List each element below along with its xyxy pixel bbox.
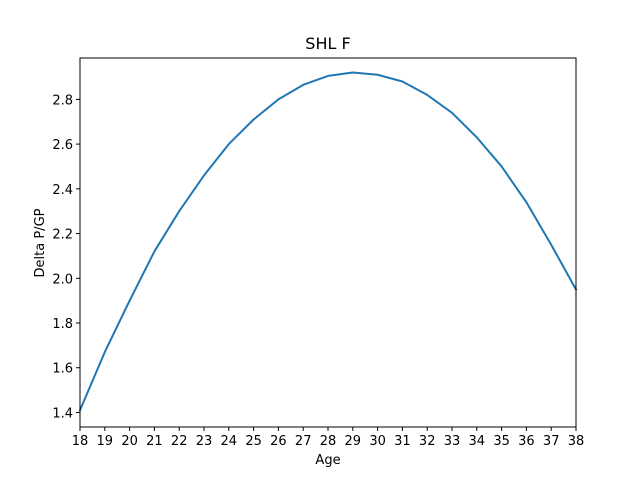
x-tick-label: 20 bbox=[121, 434, 138, 449]
y-tick-label: 2.4 bbox=[52, 183, 73, 198]
x-tick-label: 35 bbox=[493, 434, 510, 449]
x-tick-label: 25 bbox=[245, 434, 262, 449]
y-tick-label: 2.2 bbox=[52, 228, 73, 243]
x-tick-label: 34 bbox=[469, 434, 486, 449]
x-tick-label: 23 bbox=[196, 434, 213, 449]
x-tick-label: 21 bbox=[146, 434, 163, 449]
x-tick-label: 24 bbox=[221, 434, 238, 449]
x-tick-label: 38 bbox=[568, 434, 585, 449]
x-tick-label: 36 bbox=[518, 434, 535, 449]
y-tick-label: 1.6 bbox=[52, 362, 73, 377]
x-tick-label: 26 bbox=[270, 434, 287, 449]
x-tick-label: 33 bbox=[444, 434, 461, 449]
x-tick-label: 18 bbox=[72, 434, 89, 449]
x-tick-label: 28 bbox=[320, 434, 337, 449]
x-tick-label: 29 bbox=[345, 434, 362, 449]
x-axis-label: Age bbox=[315, 453, 340, 468]
y-tick-label: 2.0 bbox=[52, 272, 73, 287]
x-tick-label: 31 bbox=[394, 434, 411, 449]
x-tick-label: 27 bbox=[295, 434, 312, 449]
y-tick-label: 2.8 bbox=[52, 93, 73, 108]
x-tick-label: 19 bbox=[97, 434, 114, 449]
axes-frame bbox=[79, 57, 577, 428]
x-tick-label: 30 bbox=[369, 434, 386, 449]
y-tick-label: 2.6 bbox=[52, 138, 73, 153]
y-tick-label: 1.4 bbox=[52, 406, 73, 421]
chart-title: SHL F bbox=[305, 34, 350, 53]
x-tick-label: 22 bbox=[171, 434, 188, 449]
y-tick-label: 1.8 bbox=[52, 317, 73, 332]
y-axis-label: Delta P/GP bbox=[33, 208, 48, 277]
x-tick-label: 37 bbox=[543, 434, 560, 449]
x-tick-label: 32 bbox=[419, 434, 436, 449]
plot-area: 18 19 20 21 22 23 24 25 26 27 28 29 30 31 32 33 34 35 36 37… bbox=[52, 57, 585, 449]
series-line-0 bbox=[78, 71, 578, 412]
